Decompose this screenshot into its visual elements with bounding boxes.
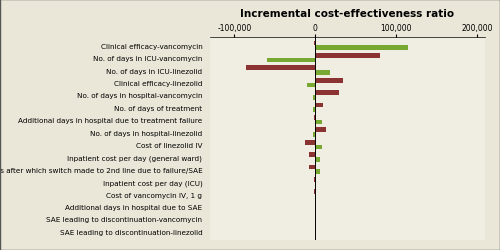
- Bar: [315, 128, 326, 132]
- Bar: [315, 46, 408, 51]
- Bar: [315, 157, 320, 162]
- Bar: [315, 78, 344, 83]
- Bar: [306, 140, 315, 145]
- Bar: [266, 58, 315, 63]
- Bar: [315, 182, 316, 187]
- Bar: [315, 170, 320, 174]
- Bar: [246, 66, 315, 71]
- Bar: [315, 91, 340, 96]
- Bar: [315, 194, 316, 199]
- Bar: [315, 145, 322, 150]
- Bar: [315, 103, 323, 108]
- Bar: [314, 177, 315, 182]
- Bar: [307, 83, 315, 88]
- Bar: [310, 165, 315, 170]
- Title: Incremental cost-effectiveness ratio: Incremental cost-effectiveness ratio: [240, 9, 454, 19]
- Bar: [310, 152, 315, 157]
- Bar: [312, 108, 315, 112]
- Bar: [315, 120, 322, 125]
- Bar: [314, 190, 315, 194]
- Bar: [314, 116, 315, 120]
- Bar: [315, 54, 380, 59]
- Bar: [315, 71, 330, 76]
- Bar: [312, 96, 315, 100]
- Bar: [314, 42, 315, 46]
- Bar: [312, 132, 315, 137]
